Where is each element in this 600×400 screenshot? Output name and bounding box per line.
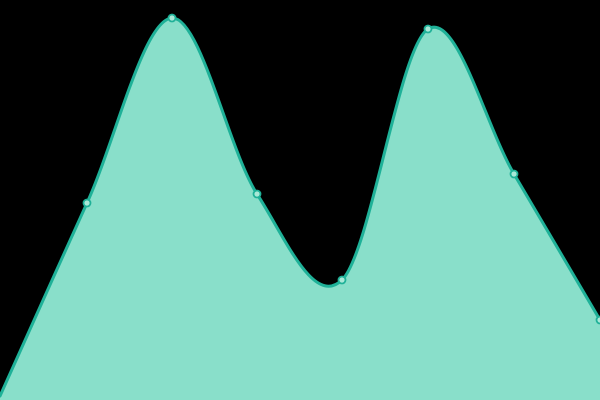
- series-line: [0, 16, 600, 398]
- data-point-marker[interactable]: [167, 13, 177, 23]
- line-layer: [0, 16, 600, 398]
- data-point-marker[interactable]: [595, 315, 600, 325]
- area-fill: [0, 17, 600, 400]
- data-point-marker[interactable]: [423, 24, 433, 34]
- data-point-marker[interactable]: [252, 189, 262, 199]
- data-point-marker[interactable]: [509, 169, 519, 179]
- marker-layer: [82, 13, 600, 325]
- data-point-marker[interactable]: [82, 198, 92, 208]
- area-fill-layer: [0, 17, 600, 400]
- data-point-marker[interactable]: [337, 275, 347, 285]
